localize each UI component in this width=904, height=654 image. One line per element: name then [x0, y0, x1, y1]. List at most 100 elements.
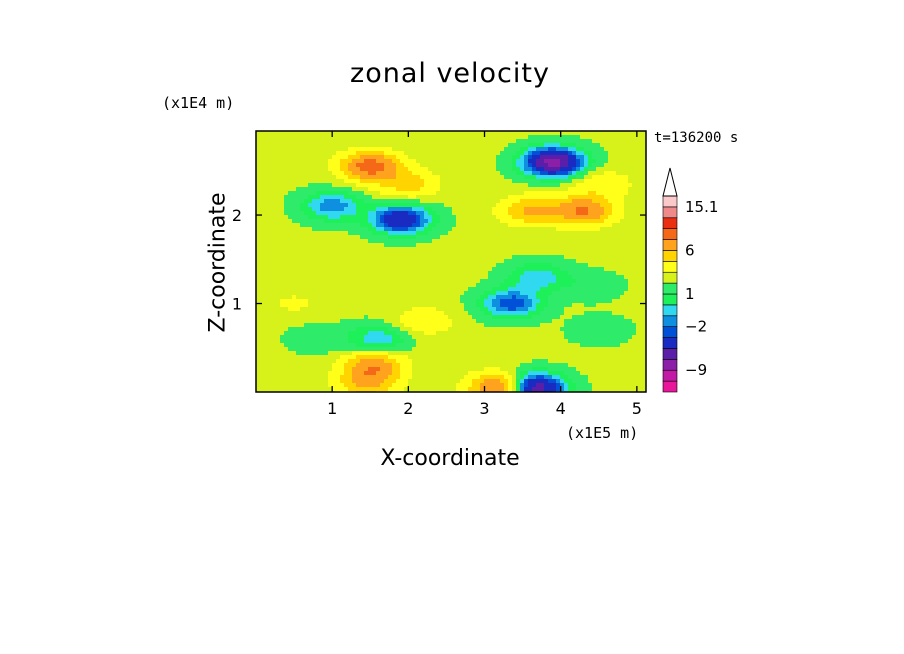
field-cell	[468, 175, 472, 179]
field-cell	[568, 187, 572, 191]
field-cell	[588, 175, 592, 179]
field-cell	[360, 319, 364, 323]
field-cell	[444, 291, 448, 295]
field-cell	[368, 315, 372, 319]
field-cell	[548, 207, 552, 211]
field-cell	[460, 171, 464, 175]
field-cell	[512, 151, 516, 155]
field-cell	[476, 263, 480, 267]
field-cell	[340, 235, 344, 239]
field-cell	[584, 159, 588, 163]
field-cell	[408, 159, 412, 163]
field-cell	[540, 307, 544, 311]
field-cell	[596, 227, 600, 231]
field-cell	[336, 263, 340, 267]
field-cell	[412, 187, 416, 191]
field-cell	[332, 183, 336, 187]
field-cell	[460, 307, 464, 311]
field-cell	[632, 291, 636, 295]
field-cell	[400, 279, 404, 283]
field-cell	[544, 131, 548, 135]
field-cell	[500, 295, 504, 299]
field-cell	[452, 151, 456, 155]
field-cell	[536, 227, 540, 231]
field-cell	[564, 207, 568, 211]
field-cell	[344, 239, 348, 243]
field-cell	[644, 195, 646, 199]
field-cell	[364, 167, 368, 171]
field-cell	[320, 283, 324, 287]
field-cell	[376, 267, 380, 271]
field-cell	[612, 171, 616, 175]
field-cell	[284, 255, 288, 259]
field-cell	[640, 211, 644, 215]
field-cell	[544, 223, 548, 227]
field-cell	[528, 171, 532, 175]
field-cell	[416, 299, 420, 303]
field-cell	[336, 239, 340, 243]
field-cell	[416, 259, 420, 263]
field-cell	[480, 183, 484, 187]
field-cell	[640, 279, 644, 283]
field-cell	[356, 303, 360, 307]
field-cell	[256, 211, 260, 215]
field-cell	[256, 331, 260, 335]
field-cell	[612, 307, 616, 311]
field-cell	[292, 175, 296, 179]
field-cell	[460, 139, 464, 143]
field-cell	[624, 179, 628, 183]
field-cell	[424, 151, 428, 155]
field-cell	[524, 131, 528, 135]
field-cell	[404, 179, 408, 183]
field-cell	[360, 147, 364, 151]
field-cell	[344, 167, 348, 171]
field-cell	[636, 219, 640, 223]
field-cell	[620, 299, 624, 303]
field-cell	[488, 163, 492, 167]
field-cell	[448, 203, 452, 207]
field-cell	[516, 231, 520, 235]
field-cell	[644, 275, 646, 279]
field-cell	[376, 311, 380, 315]
field-cell	[404, 231, 408, 235]
field-cell	[524, 179, 528, 183]
field-cell	[364, 199, 368, 203]
field-cell	[404, 195, 408, 199]
field-cell	[616, 315, 620, 319]
field-cell	[564, 287, 568, 291]
field-cell	[608, 147, 612, 151]
field-cell	[304, 207, 308, 211]
field-cell	[484, 311, 488, 315]
field-cell	[472, 143, 476, 147]
field-cell	[516, 155, 520, 159]
field-cell	[584, 311, 588, 315]
field-cell	[464, 147, 468, 151]
field-cell	[376, 195, 380, 199]
field-cell	[396, 263, 400, 267]
field-cell	[616, 135, 620, 139]
field-cell	[364, 143, 368, 147]
field-cell	[396, 311, 400, 315]
field-cell	[508, 251, 512, 255]
field-cell	[304, 247, 308, 251]
field-cell	[540, 259, 544, 263]
field-cell	[332, 187, 336, 191]
field-cell	[336, 143, 340, 147]
field-cell	[420, 307, 424, 311]
field-cell	[464, 207, 468, 211]
field-cell	[284, 243, 288, 247]
field-cell	[500, 251, 504, 255]
field-cell	[284, 207, 288, 211]
field-cell	[448, 247, 452, 251]
field-cell	[552, 323, 556, 327]
field-cell	[300, 211, 304, 215]
field-cell	[628, 223, 632, 227]
field-cell	[572, 231, 576, 235]
field-cell	[452, 223, 456, 227]
field-cell	[632, 195, 636, 199]
field-cell	[304, 287, 308, 291]
field-cell	[316, 163, 320, 167]
field-cell	[404, 235, 408, 239]
field-cell	[348, 179, 352, 183]
field-cell	[260, 223, 264, 227]
